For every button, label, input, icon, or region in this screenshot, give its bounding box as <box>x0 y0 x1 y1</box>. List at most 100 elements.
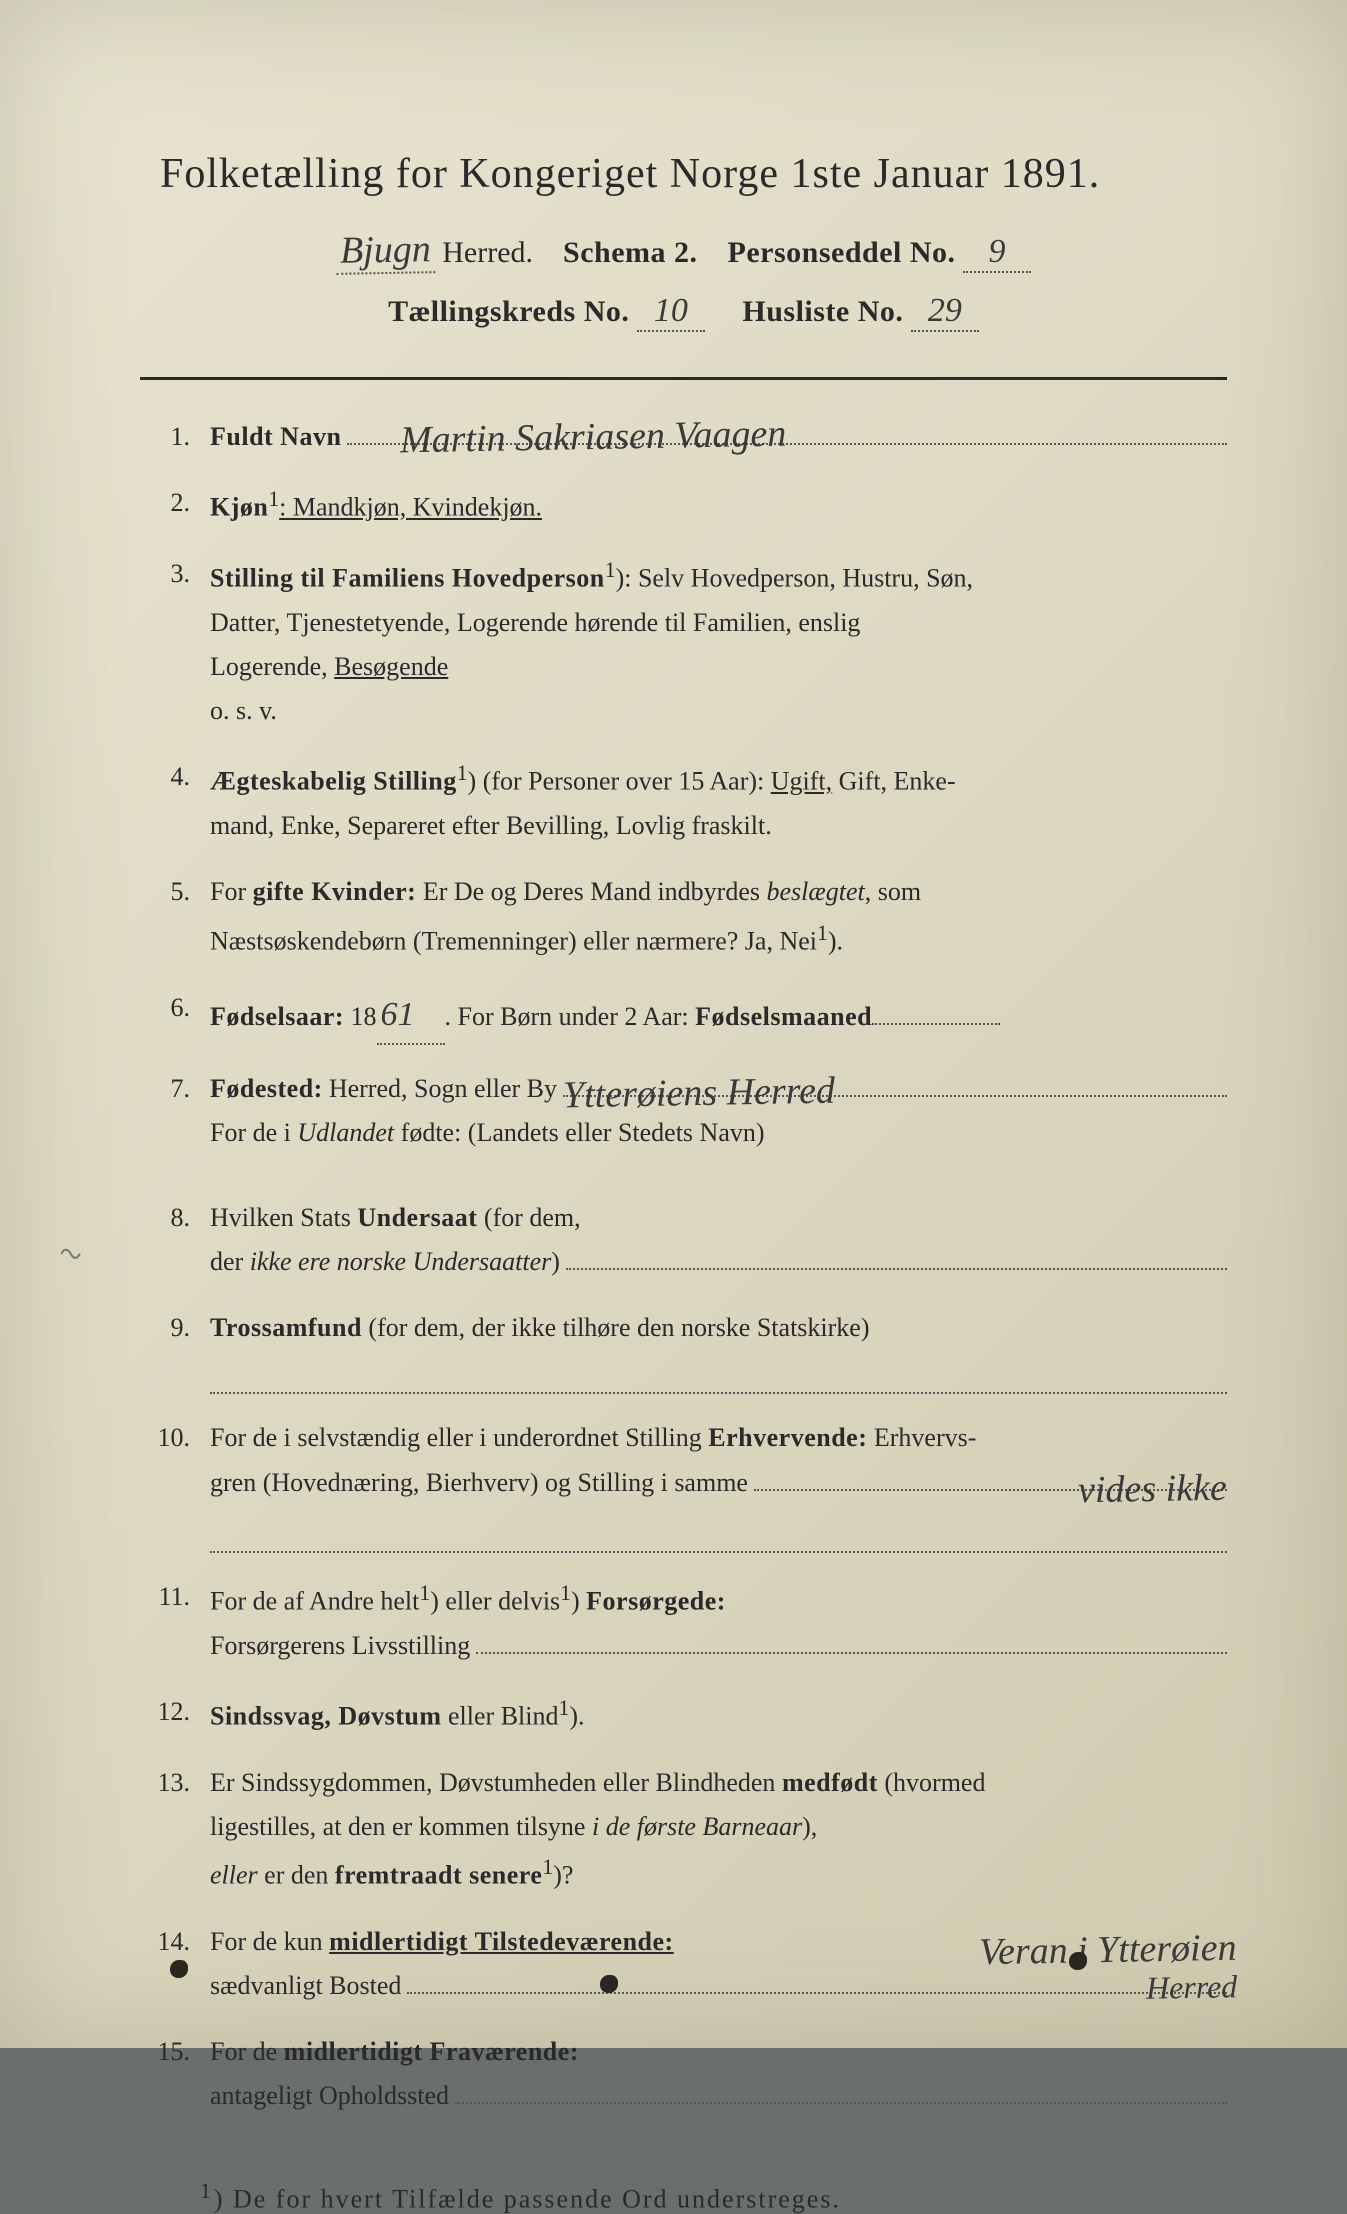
field-label: Sindssvag, Døvstum <box>210 1701 442 1730</box>
item-4: 4. Ægteskabelig Stilling1) (for Personer… <box>140 755 1227 848</box>
field-label: Stilling til Familiens Hovedperson <box>210 564 605 593</box>
text: o. s. v. <box>210 689 1227 733</box>
kreds-no: 10 <box>637 292 705 332</box>
header-row-2: Tællingskreds No. 10 Husliste No. 29 <box>140 292 1227 332</box>
personseddel-label: Personseddel No. <box>728 236 956 269</box>
item-number: 4. <box>140 755 190 799</box>
dotted-line: Ytterøiens Herred <box>563 1095 1227 1097</box>
text: (hvormed <box>878 1768 986 1797</box>
husliste-no: 29 <box>911 292 979 332</box>
text: mand, Enke, Separeret efter Bevilling, L… <box>210 804 1227 848</box>
item-9: 9. Trossamfund (for dem, der ikke tilhør… <box>140 1306 1227 1394</box>
item-number: 2. <box>140 481 190 525</box>
text: ). <box>569 1701 584 1730</box>
dotted-line: vides ikke <box>754 1489 1227 1491</box>
text: ) <box>571 1586 586 1615</box>
text: antageligt Opholdssted <box>210 2074 449 2118</box>
item-14: 14. For de kun midlertidigt Tilstedevære… <box>140 1920 1227 2008</box>
emphasis: i de første Barneaar <box>592 1812 802 1841</box>
item-3: 3. Stilling til Familiens Hovedperson1):… <box>140 552 1227 733</box>
item-12: 12. Sindssvag, Døvstum eller Blind1). <box>140 1690 1227 1739</box>
item-10: 10. For de i selvstændig eller i underor… <box>140 1416 1227 1552</box>
schema-label: Schema 2. <box>563 236 698 269</box>
field-label: Fødested: <box>210 1067 323 1111</box>
dotted-line <box>476 1652 1227 1654</box>
selected-option: Ugift, <box>771 767 832 796</box>
form-title: Folketælling for Kongeriget Norge 1ste J… <box>160 150 1227 198</box>
paper-stain <box>1069 1952 1087 1970</box>
item-number: 1. <box>140 415 190 459</box>
dotted-line <box>566 1268 1227 1270</box>
item-number: 12. <box>140 1690 190 1734</box>
form-items: 1. Fuldt Navn Martin Sakriasen Vaagen 2.… <box>140 415 1227 2119</box>
item-5: 5. For gifte Kvinder: Er De og Deres Man… <box>140 870 1227 963</box>
herred-label: Herred. <box>442 236 533 269</box>
text: , som <box>865 877 921 906</box>
herred-value: Bjugn <box>336 227 436 275</box>
text: Herred, Sogn eller By <box>329 1067 557 1111</box>
item-15: 15. For de midlertidigt Fraværende: anta… <box>140 2030 1227 2118</box>
dotted-line <box>872 1023 1000 1025</box>
item-number: 6. <box>140 986 190 1030</box>
field-label: Forsørgede: <box>586 1586 726 1615</box>
text: Hvilken Stats <box>210 1203 357 1232</box>
divider <box>140 377 1227 380</box>
text: For de kun <box>210 1927 329 1956</box>
text: gren (Hovednæring, Bierhverv) og Stillin… <box>210 1461 748 1505</box>
item-1: 1. Fuldt Navn Martin Sakriasen Vaagen <box>140 415 1227 459</box>
item-6: 6. Fødselsaar: 1861. For Børn under 2 Aa… <box>140 986 1227 1046</box>
paper-stain <box>170 1960 188 1978</box>
field-label: Fødselsaar: <box>210 1002 344 1031</box>
dotted-line <box>455 2102 1227 2104</box>
kjon-text: : Mandkjøn, Kvindekjøn. <box>279 493 542 522</box>
field-label: Fødselsmaaned <box>695 1002 872 1031</box>
footnote-ref: 1 <box>817 921 828 945</box>
text: ) eller delvis <box>430 1586 560 1615</box>
occupation-value: vides ikke <box>1078 1455 1228 1522</box>
residence-value-2: Herred <box>1145 1959 1237 2015</box>
field-label: Fuldt Navn <box>210 415 341 459</box>
field-label: midlertidigt Fraværende: <box>284 2037 579 2066</box>
item-number: 14. <box>140 1920 190 1964</box>
text: For de i selvstændig eller i underordnet… <box>210 1423 708 1452</box>
item-8: 8. Hvilken Stats Undersaat (for dem, der… <box>140 1196 1227 1284</box>
item-number: 5. <box>140 870 190 914</box>
item-7: 7. Fødested: Herred, Sogn eller By Ytter… <box>140 1067 1227 1155</box>
field-label: gifte Kvinder: <box>253 877 417 906</box>
emphasis: Udlandet <box>297 1118 394 1147</box>
text: eller er den fremtraadt senere1)? <box>210 1849 1227 1898</box>
text: Er De og Deres Mand indbyrdes <box>416 877 766 906</box>
field-label: Trossamfund <box>210 1313 362 1342</box>
text: 18 <box>344 1002 377 1031</box>
item-number: 15. <box>140 2030 190 2074</box>
text: Er Sindssygdommen, Døvstumheden eller Bl… <box>210 1768 782 1797</box>
field-label: Erhvervende: <box>708 1423 867 1452</box>
text: For de <box>210 2037 284 2066</box>
field-label: medfødt <box>782 1768 878 1797</box>
footnote-marker: 1 <box>200 2179 214 2203</box>
text: ) (for Personer over 15 Aar): <box>468 767 771 796</box>
footnote-text: ) De for hvert Tilfælde passende Ord und… <box>214 2184 841 2213</box>
text: Forsørgerens Livsstilling <box>210 1624 470 1668</box>
item-number: 11. <box>140 1575 190 1619</box>
husliste-label: Husliste No. <box>742 295 903 328</box>
field-label: Kjøn <box>210 493 268 522</box>
item-number: 10. <box>140 1416 190 1460</box>
dotted-line <box>407 1992 1227 1994</box>
margin-scribble: ~ <box>53 1228 89 1280</box>
text: ligestilles, at den er kommen tilsyne i … <box>210 1805 1227 1849</box>
birth-year: 61 <box>377 986 445 1046</box>
item-number: 3. <box>140 552 190 596</box>
text: . For Børn under 2 Aar: <box>445 1002 696 1031</box>
paper-stain <box>600 1975 618 1993</box>
census-form-page: Folketælling for Kongeriget Norge 1ste J… <box>0 0 1347 2048</box>
footnote-ref: 1 <box>457 761 468 785</box>
text: For <box>210 877 253 906</box>
item-13: 13. Er Sindssygdommen, Døvstumheden elle… <box>140 1761 1227 1898</box>
item-2: 2. Kjøn1: Mandkjøn, Kvindekjøn. <box>140 481 1227 530</box>
emphasis: beslægtet <box>767 877 865 906</box>
item-11: 11. For de af Andre helt1) eller delvis1… <box>140 1575 1227 1668</box>
text: Næstsøskendebørn (Tremenninger) eller næ… <box>210 915 1227 964</box>
emphasis: ikke ere norske Undersaatter <box>250 1247 552 1276</box>
item-number: 13. <box>140 1761 190 1805</box>
